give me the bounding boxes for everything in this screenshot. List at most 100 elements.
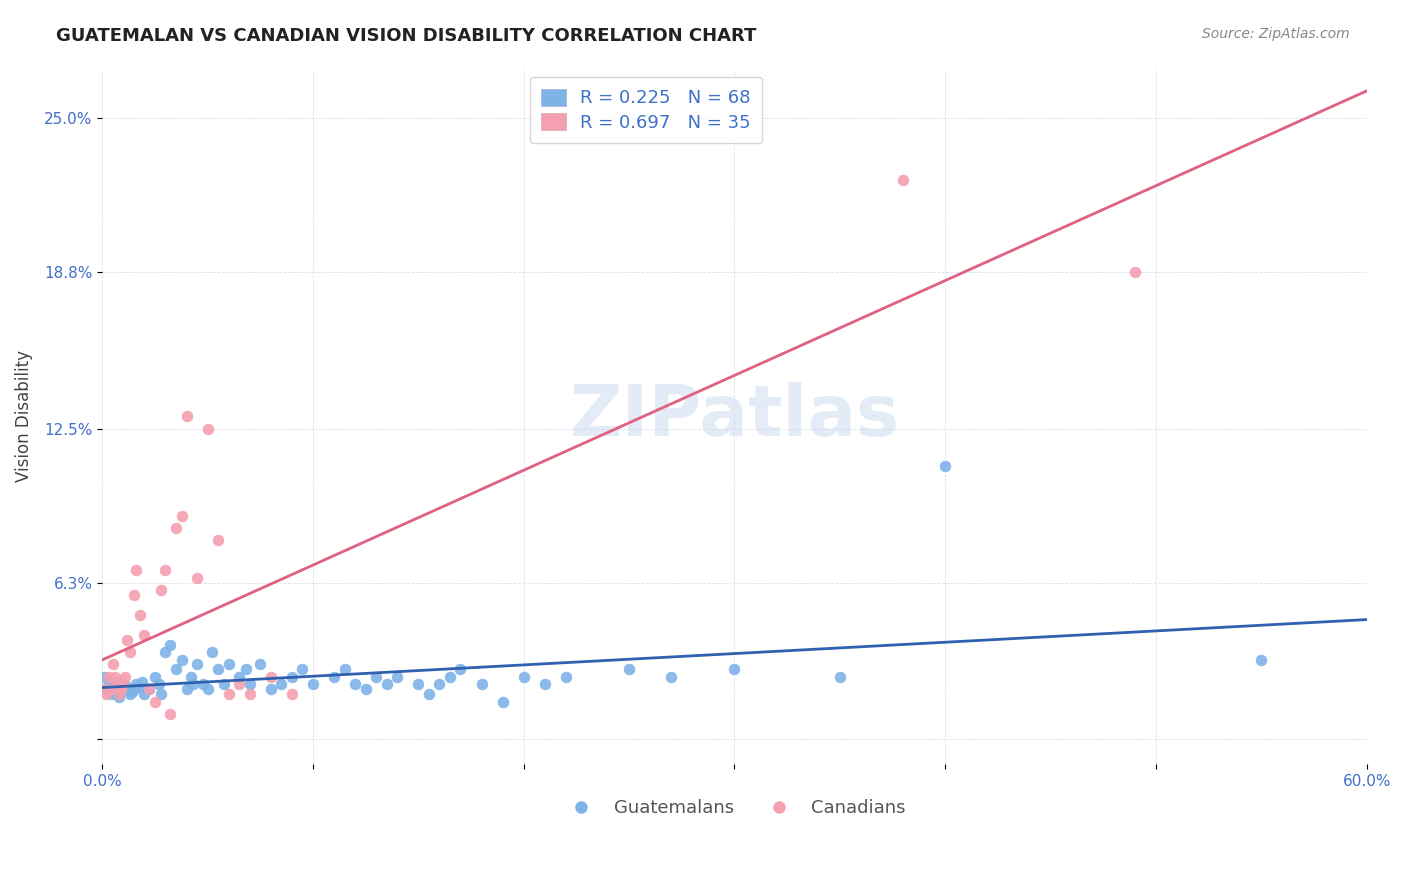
Point bbox=[281, 670, 304, 684]
Point bbox=[108, 690, 131, 704]
Y-axis label: Vision Disability: Vision Disability bbox=[15, 351, 32, 483]
Point bbox=[105, 677, 128, 691]
Point bbox=[228, 670, 250, 684]
Point bbox=[134, 687, 156, 701]
Point bbox=[96, 687, 118, 701]
Point bbox=[186, 571, 208, 585]
Point bbox=[176, 682, 198, 697]
Point bbox=[159, 707, 181, 722]
Point bbox=[323, 670, 346, 684]
Point bbox=[143, 670, 166, 684]
Point bbox=[180, 670, 202, 684]
Point bbox=[118, 645, 141, 659]
Point bbox=[366, 670, 388, 684]
Point bbox=[218, 687, 240, 701]
Point bbox=[260, 682, 283, 697]
Point bbox=[129, 607, 152, 622]
Point bbox=[207, 663, 229, 677]
Point bbox=[143, 695, 166, 709]
Point bbox=[228, 677, 250, 691]
Point bbox=[172, 508, 194, 523]
Point bbox=[104, 670, 127, 684]
Point bbox=[172, 652, 194, 666]
Point bbox=[249, 657, 271, 672]
Point bbox=[344, 677, 367, 691]
Point bbox=[512, 670, 534, 684]
Point bbox=[218, 657, 240, 672]
Point bbox=[197, 421, 219, 435]
Point bbox=[281, 687, 304, 701]
Point bbox=[112, 677, 135, 691]
Point bbox=[239, 687, 262, 701]
Point bbox=[125, 677, 148, 691]
Point bbox=[93, 682, 115, 697]
Point bbox=[270, 677, 292, 691]
Point bbox=[239, 677, 262, 691]
Point bbox=[100, 682, 122, 697]
Point bbox=[138, 682, 160, 697]
Point bbox=[100, 687, 122, 701]
Point bbox=[114, 670, 136, 684]
Point bbox=[97, 677, 120, 691]
Point bbox=[302, 677, 325, 691]
Point bbox=[93, 670, 115, 684]
Point bbox=[617, 663, 640, 677]
Legend: Guatemalans, Canadians: Guatemalans, Canadians bbox=[555, 792, 912, 824]
Point bbox=[723, 663, 745, 677]
Point bbox=[387, 670, 409, 684]
Text: Source: ZipAtlas.com: Source: ZipAtlas.com bbox=[1202, 27, 1350, 41]
Point bbox=[148, 677, 170, 691]
Point bbox=[554, 670, 576, 684]
Point bbox=[131, 674, 153, 689]
Point bbox=[165, 663, 187, 677]
Point bbox=[235, 663, 257, 677]
Point bbox=[533, 677, 555, 691]
Point bbox=[375, 677, 398, 691]
Point bbox=[138, 682, 160, 697]
Point bbox=[408, 677, 430, 691]
Point bbox=[104, 685, 127, 699]
Point bbox=[159, 638, 181, 652]
Point bbox=[201, 645, 224, 659]
Point bbox=[118, 687, 141, 701]
Point bbox=[105, 674, 128, 689]
Point bbox=[97, 670, 120, 684]
Point bbox=[450, 663, 472, 677]
Point bbox=[112, 677, 135, 691]
Text: GUATEMALAN VS CANADIAN VISION DISABILITY CORRELATION CHART: GUATEMALAN VS CANADIAN VISION DISABILITY… bbox=[56, 27, 756, 45]
Point bbox=[110, 682, 132, 697]
Point bbox=[1123, 265, 1146, 279]
Point bbox=[108, 687, 131, 701]
Point bbox=[129, 680, 152, 694]
Point bbox=[181, 677, 204, 691]
Point bbox=[176, 409, 198, 424]
Point bbox=[471, 677, 494, 691]
Point bbox=[891, 173, 914, 187]
Point bbox=[125, 563, 148, 577]
Point bbox=[155, 563, 177, 577]
Point bbox=[207, 533, 229, 548]
Point bbox=[110, 682, 132, 697]
Point bbox=[193, 677, 215, 691]
Point bbox=[101, 657, 124, 672]
Point bbox=[354, 682, 377, 697]
Point bbox=[155, 645, 177, 659]
Point bbox=[291, 663, 314, 677]
Point bbox=[121, 685, 143, 699]
Point bbox=[492, 695, 515, 709]
Point bbox=[186, 657, 208, 672]
Point bbox=[828, 670, 851, 684]
Point bbox=[197, 682, 219, 697]
Point bbox=[150, 582, 173, 597]
Point bbox=[165, 521, 187, 535]
Point bbox=[96, 682, 118, 697]
Point bbox=[659, 670, 682, 684]
Point bbox=[333, 663, 356, 677]
Point bbox=[214, 677, 236, 691]
Point bbox=[260, 670, 283, 684]
Point bbox=[439, 670, 461, 684]
Point bbox=[122, 588, 145, 602]
Point bbox=[934, 458, 956, 473]
Text: ZIPatlas: ZIPatlas bbox=[569, 382, 900, 450]
Point bbox=[1250, 652, 1272, 666]
